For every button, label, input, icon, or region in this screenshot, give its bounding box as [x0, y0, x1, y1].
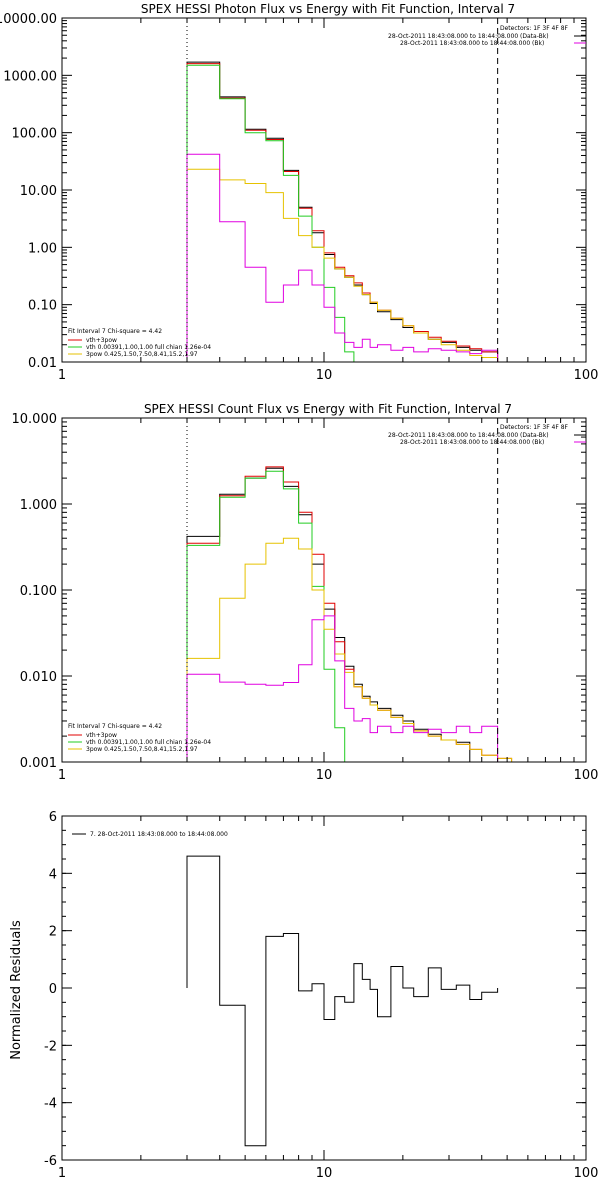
residuals-axes: 1 10 100 -6 -4 -2 0 2 4 6 — [44, 810, 598, 1181]
residuals-series-0 — [187, 856, 498, 1146]
photon-legend-data-bk: 28-Oct-2011 18:43:08.000 to 18:44:08.000… — [388, 33, 549, 40]
count-ytick-label: 10.000 — [12, 412, 58, 427]
count-flux-title: SPEX HESSI Count Flux vs Energy with Fit… — [144, 402, 512, 416]
residuals-ytick-label: -4 — [44, 1097, 57, 1112]
residuals-ytick-label: 6 — [49, 810, 57, 825]
count-xtick-label: 1 — [58, 768, 66, 783]
count-legend-detectors: Detectors: 1F 3F 4F 8F — [500, 424, 569, 431]
count-ytick-label: 1.000 — [20, 498, 57, 513]
residuals-xtick-label: 1 — [58, 1166, 66, 1181]
photon-flux-panel: SPEX HESSI Photon Flux vs Energy with Fi… — [0, 2, 598, 383]
count-flux-vlines — [187, 418, 498, 762]
photon-ytick-label: 10.00 — [20, 184, 57, 199]
photon-series-4 — [187, 154, 498, 362]
count-series-2 — [187, 471, 362, 762]
residuals-xtick-label: 100 — [574, 1166, 599, 1181]
residuals-ytick-label: -6 — [44, 1154, 57, 1169]
count-series-0 — [187, 468, 470, 762]
photon-series-2 — [187, 65, 362, 362]
count-ytick-label: 0.100 — [20, 584, 57, 599]
photon-ytick-label: 0.01 — [28, 356, 57, 371]
count-xtick-label: 100 — [574, 768, 599, 783]
count-series-1 — [187, 467, 545, 762]
photon-legend-bk: 28-Oct-2011 18:43:08.000 to 18:44:08.000… — [400, 40, 544, 47]
residuals-ytick-label: 2 — [49, 925, 57, 940]
photon-xtick-label: 1 — [58, 368, 66, 383]
count-flux-panel: SPEX HESSI Count Flux vs Energy with Fit… — [12, 402, 599, 783]
residuals-ytick-label: -2 — [44, 1039, 57, 1054]
photon-plot-frame — [62, 18, 586, 362]
count-fit-total: vth+3pow — [86, 732, 117, 739]
photon-fit-total: vth+3pow — [86, 337, 117, 344]
residuals-xtick-label: 10 — [316, 1166, 333, 1181]
count-legend-bk: 28-Oct-2011 18:43:08.000 to 18:44:08.000… — [400, 439, 544, 446]
count-fit-header: Fit Interval 7 Chi-square = 4.42 — [68, 723, 162, 730]
residuals-series-group — [187, 856, 498, 1146]
count-series-3 — [187, 538, 545, 762]
photon-flux-title: SPEX HESSI Photon Flux vs Energy with Fi… — [141, 2, 515, 16]
residuals-panel: 1 10 100 -6 -4 -2 0 2 4 6 7. 28-Oct-2011 18:43:08… — [9, 810, 598, 1181]
count-fit-3pow: 3pow 0.425,1.50,7.50,8.41,15.2,1.97 — [86, 746, 198, 753]
photon-fit-vth: vth 0.00391,1.00,1.00 full chian 1.26e-0… — [86, 344, 211, 351]
count-ytick-label: 0.010 — [20, 670, 57, 685]
photon-ytick-label: 1.00 — [28, 241, 57, 256]
photon-ytick-label: 0.10 — [28, 299, 57, 314]
count-xtick-label: 10 — [316, 768, 333, 783]
photon-xtick-label: 100 — [574, 368, 599, 383]
count-legend-data-bk: 28-Oct-2011 18:43:08.000 to 18:44:08.000… — [388, 432, 549, 439]
photon-legend-detectors: Detectors: 1F 3F 4F 8F — [500, 25, 569, 32]
residuals-ytick-label: 0 — [49, 982, 57, 997]
photon-ytick-label: 1000.00 — [3, 69, 57, 84]
count-fit-vth: vth 0.00391,1.00,1.00 full chian 1.26e-0… — [86, 739, 211, 746]
photon-fit-3pow: 3pow 0.425,1.50,7.50,8.41,15.2,1.97 — [86, 351, 198, 358]
figure: SPEX HESSI Photon Flux vs Energy with Fi… — [0, 0, 600, 1200]
photon-flux-vlines — [187, 18, 498, 362]
residuals-ylabel: Normalized Residuals — [9, 920, 24, 1060]
photon-xtick-label: 10 — [316, 368, 333, 383]
count-flux-series-group — [187, 467, 545, 762]
photon-fit-header: Fit Interval 7 Chi-square = 4.42 — [68, 328, 162, 335]
residuals-ytick-label: 4 — [49, 867, 57, 882]
photon-flux-series-group — [187, 62, 498, 362]
photon-ytick-label: 100.00 — [12, 127, 58, 142]
count-ytick-label: 0.001 — [20, 756, 57, 771]
residuals-legend: 7. 28-Oct-2011 18:43:08.000 to 18:44:08.… — [90, 831, 228, 838]
photon-ytick-label: 10000.00 — [0, 12, 57, 27]
